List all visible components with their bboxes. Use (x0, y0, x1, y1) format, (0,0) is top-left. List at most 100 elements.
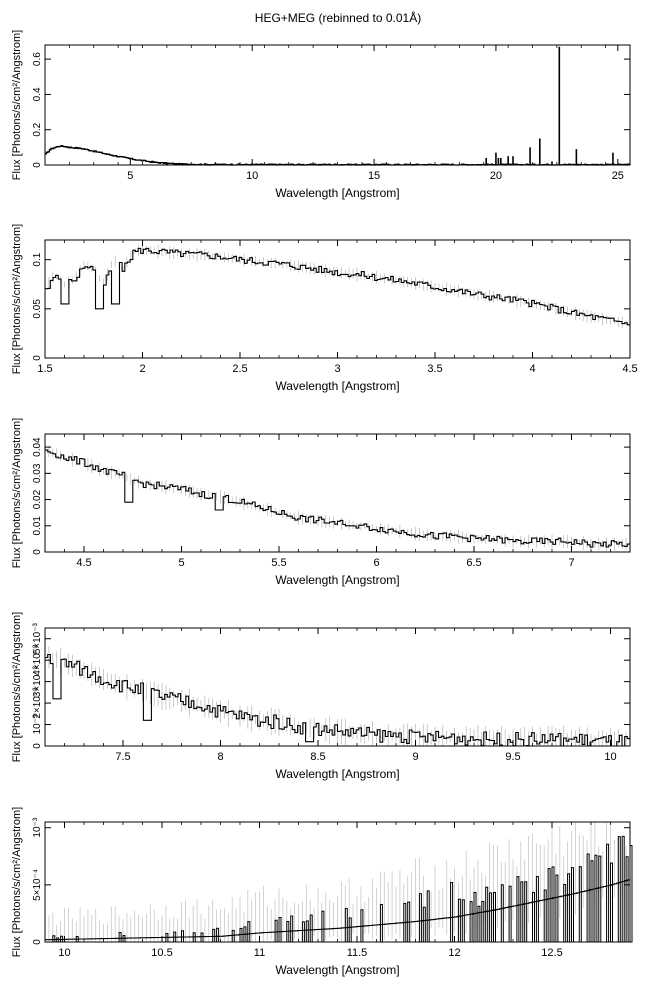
x-tick-label: 7 (568, 557, 574, 569)
x-tick-label: 5 (178, 557, 184, 569)
y-tick-label: 0.05 (32, 299, 43, 319)
data-bar (594, 854, 598, 943)
y-tick-label: 5×10⁻³ (32, 622, 43, 654)
x-tick-label: 10 (604, 751, 616, 763)
data-bar (247, 921, 251, 943)
y-tick-label: 10⁻³ (32, 817, 43, 837)
y-tick-label: 0 (32, 743, 43, 749)
data-bar (309, 914, 313, 943)
x-axis-label: Wavelength [Angstrom] (275, 963, 399, 977)
data-bar (274, 919, 278, 943)
y-ticks: 0 0.05 0.1 (32, 252, 630, 361)
data-bar (426, 890, 430, 943)
x-tick-label: 5.5 (271, 557, 286, 569)
y-axis-label: Flux [Photons/s/cm²/Angstrom] (11, 612, 23, 762)
y-tick-label: 0.03 (32, 463, 43, 483)
data-bar (598, 855, 602, 943)
x-ticks: 5 10 15 20 25 (44, 45, 631, 182)
y-tick-label: 0 (32, 162, 43, 168)
x-tick-label: 5 (127, 170, 133, 182)
bars (52, 835, 633, 943)
data-bar (212, 928, 216, 943)
y-tick-label: 0.4 (32, 87, 43, 101)
chart-panel-5: 10 10.5 11 11.5 12 12.5 0 5×10⁻⁴ 10⁻³ Wavelength … (11, 807, 633, 977)
spectrum-line (45, 449, 631, 548)
y-ticks: 0 10⁻³2×10⁻³3×10⁻³4×10⁻³5×10⁻³ (32, 622, 630, 749)
data-bar (321, 910, 325, 943)
data-bar (606, 843, 610, 943)
x-tick-label: 6.5 (466, 557, 481, 569)
x-tick-label: 20 (490, 170, 502, 182)
x-tick-label: 10.5 (151, 947, 172, 959)
data-bar (532, 891, 535, 943)
data-bar (586, 853, 590, 943)
y-axis-label: Flux [Photons/s/cm²/Angstrom] (11, 418, 23, 568)
data-bar (555, 874, 559, 943)
figure-title: HEG+MEG (rebinned to 0.01Å) (255, 10, 421, 25)
data-bar (457, 898, 461, 943)
data-bar (469, 901, 473, 943)
x-tick-label: 9 (412, 751, 418, 763)
data-bar (547, 868, 551, 943)
y-tick-label: 3×10⁻³ (32, 665, 43, 697)
x-tick-label: 11.5 (347, 947, 368, 959)
data-bar (508, 885, 512, 943)
x-ticks: 1.5 2 2.5 3 3.5 4 4.5 (37, 240, 638, 375)
data-bar (625, 856, 629, 943)
data-bar (500, 884, 504, 943)
x-tick-label: 7.5 (115, 751, 130, 763)
x-tick-label: 9.5 (505, 751, 520, 763)
data-bar (493, 891, 496, 943)
y-tick-label: 0 (32, 549, 43, 555)
x-axis-label: Wavelength [Angstrom] (275, 186, 399, 200)
data-bar (621, 835, 625, 943)
data-bar (489, 892, 493, 943)
data-bar (348, 917, 352, 943)
data-bar (216, 927, 220, 943)
x-tick-label: 1.5 (37, 363, 52, 375)
y-tick-label: 0.02 (32, 489, 43, 509)
chart-panel-4: 7.5 8 8.5 9 9.5 10 0 10⁻³2×10⁻³3×10⁻³4×10⁻³5×10… (11, 612, 631, 781)
data-bar (301, 921, 305, 943)
x-axis-label: Wavelength [Angstrom] (275, 573, 399, 587)
y-tick-label: 0.2 (32, 122, 43, 136)
spectrum-line (45, 247, 631, 326)
x-tick-label: 4.5 (76, 557, 91, 569)
x-tick-label: 10 (58, 947, 70, 959)
data-bar (422, 906, 426, 943)
data-bar (617, 836, 621, 943)
x-ticks: 7.5 8 8.5 9 9.5 10 (44, 628, 631, 763)
data-bar (567, 873, 571, 943)
data-bar (481, 900, 485, 943)
y-tick-label: 0.04 (32, 437, 43, 457)
x-tick-label: 4 (529, 363, 535, 375)
y-tick-label: 0.6 (32, 52, 43, 66)
plot-frame (44, 44, 631, 166)
data-bar (473, 891, 477, 943)
y-ticks: 0 0.2 0.4 0.6 (32, 52, 630, 168)
data-bar (290, 915, 294, 943)
x-ticks: 4.5 5 5.5 6 6.5 7 (44, 434, 631, 569)
emission-lines (485, 46, 614, 165)
x-tick-label: 12.5 (541, 947, 562, 959)
x-tick-label: 25 (612, 170, 624, 182)
data-bar (418, 893, 422, 943)
y-tick-label: 0 (32, 355, 43, 361)
y-tick-label: 4×10⁻³ (32, 644, 43, 676)
x-tick-label: 3 (334, 363, 340, 375)
x-axis-label: Wavelength [Angstrom] (275, 767, 399, 781)
spectrum-line (45, 653, 631, 747)
y-tick-label: 10⁻³ (32, 714, 43, 734)
chart-panel-3: 4.5 5 5.5 6 6.5 7 0 0.01 0.02 0.03 0.04 Wavelength … (11, 418, 631, 587)
x-tick-label: 2 (139, 363, 145, 375)
error-bars (44, 822, 631, 942)
chart-panel-1: 5 10 15 20 25 0 0.2 0.4 0.6 Wavelength [Angstrom]… (11, 30, 631, 200)
data-bar (551, 866, 555, 943)
y-tick-label: 2×10⁻³ (32, 687, 43, 719)
x-tick-label: 3.5 (427, 363, 442, 375)
data-bar (118, 932, 122, 943)
data-bar (578, 866, 582, 943)
data-bar (379, 903, 383, 943)
x-tick-label: 11 (254, 947, 265, 959)
